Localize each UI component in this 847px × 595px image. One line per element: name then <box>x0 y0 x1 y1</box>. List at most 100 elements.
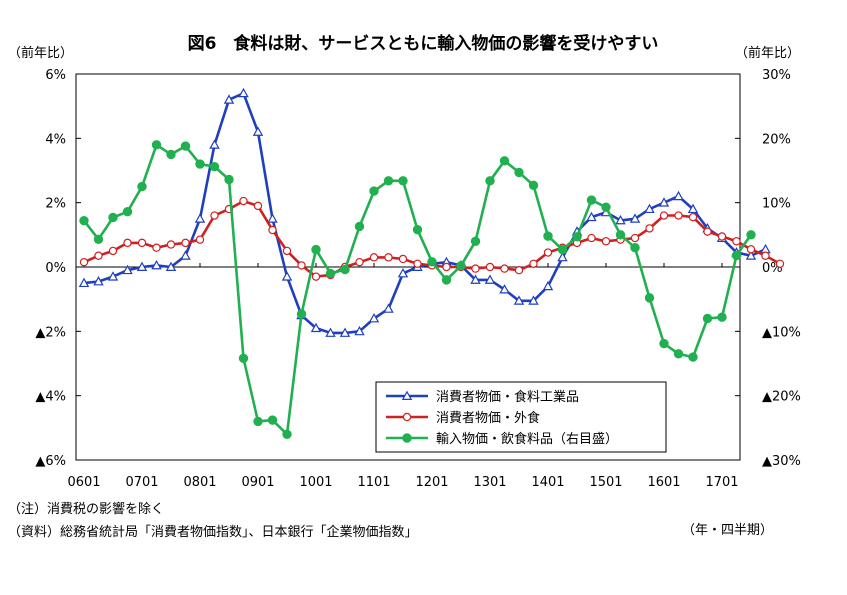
data-point-triangle <box>354 325 365 336</box>
data-point-circle <box>355 257 364 267</box>
data-point-triangle <box>629 213 641 223</box>
data-point-circle <box>181 238 190 248</box>
data-point-circle <box>137 238 147 248</box>
legend-label: 消費者物価・食料工業品 <box>436 389 579 405</box>
data-point-circle <box>471 264 480 273</box>
chart-title: 図6 食料は財、サービスともに輸入物価の影響を受けやすい <box>188 33 659 54</box>
legend-label: 消費者物価・外食 <box>436 410 540 426</box>
data-point-filled <box>180 141 191 151</box>
series-3 <box>79 140 756 439</box>
data-point-filled <box>267 415 278 425</box>
right-tick-label: 10% <box>762 197 791 212</box>
data-point-filled <box>402 433 412 443</box>
data-point-filled <box>224 174 234 185</box>
data-point-triangle <box>107 271 119 281</box>
data-point-triangle <box>223 94 235 104</box>
data-point-filled <box>615 230 626 240</box>
data-point-filled <box>282 429 292 439</box>
legend-item: 消費者物価・食料工業品 <box>386 389 579 405</box>
data-point-filled <box>456 261 466 271</box>
data-point-triangle <box>383 303 394 313</box>
data-point-triangle <box>586 211 597 222</box>
data-point-filled <box>572 232 582 242</box>
data-point-circle <box>195 235 205 244</box>
data-point-triangle <box>644 203 655 214</box>
x-tick-label: 1401 <box>531 475 564 490</box>
data-point-filled <box>543 231 553 241</box>
data-point-filled <box>673 349 684 359</box>
data-point-filled <box>644 293 655 303</box>
data-point-filled <box>209 161 220 172</box>
left-tick-label: 0% <box>45 261 66 276</box>
data-point-circle <box>761 251 770 260</box>
data-point-circle <box>775 259 785 268</box>
legend-item: 消費者物価・外食 <box>386 410 540 426</box>
data-point-filled <box>137 181 147 192</box>
x-axis-unit-label: （年・四半期） <box>682 523 773 538</box>
data-point-triangle <box>687 203 699 214</box>
x-tick-label: 1201 <box>415 475 448 490</box>
data-point-triangle <box>615 214 626 225</box>
left-tick-label: 4% <box>45 132 66 147</box>
data-point-filled <box>354 221 365 232</box>
data-point-triangle <box>658 197 670 207</box>
data-point-triangle <box>209 139 220 149</box>
data-point-filled <box>528 180 539 190</box>
x-tick-label: 0901 <box>241 475 274 490</box>
x-tick-label: 1601 <box>647 475 680 490</box>
data-point-filled <box>325 268 336 279</box>
data-point-triangle <box>368 313 380 323</box>
data-point-filled <box>702 313 713 324</box>
footnote: （注）消費税の影響を除く <box>8 501 164 517</box>
data-point-triangle <box>470 274 481 284</box>
left-tick-label: 2% <box>45 197 66 212</box>
x-axis-ticks: 0601 0701 0801 0901 1001 1101 1201 1301 1401 1501… <box>67 263 739 490</box>
data-point-circle <box>108 246 118 256</box>
data-point-filled <box>630 243 640 253</box>
right-tick-label: ▲30% <box>762 454 801 469</box>
data-point-triangle <box>194 213 206 223</box>
right-axis-label: （前年比） <box>735 45 800 61</box>
data-point-filled <box>79 215 89 226</box>
data-point-filled <box>398 176 408 186</box>
left-axis-ticks: 6% 4% 2% 0% ▲2% ▲4% ▲6% <box>35 68 81 469</box>
data-point-filled <box>195 159 205 169</box>
data-point-circle <box>543 248 553 257</box>
data-point-circle <box>369 253 379 262</box>
data-point-triangle <box>542 280 554 291</box>
data-point-circle <box>529 259 538 268</box>
legend-label: 輸入物価・飲食料品（右目盛） <box>436 431 618 447</box>
data-point-circle <box>79 257 89 267</box>
data-point-circle <box>152 243 161 252</box>
data-point-filled <box>601 202 611 212</box>
left-tick-label: ▲4% <box>35 390 66 405</box>
data-point-circle <box>311 272 321 281</box>
data-point-filled <box>746 230 756 240</box>
data-point-triangle <box>151 259 162 270</box>
right-tick-label: ▲10% <box>762 325 801 340</box>
data-point-triangle <box>122 264 133 275</box>
data-point-triangle <box>238 87 249 98</box>
data-point-circle <box>268 225 277 235</box>
right-axis-ticks: 30%20%10%0%▲10%▲20%▲30% <box>735 68 801 469</box>
data-point-filled <box>238 353 249 364</box>
data-point-circle <box>398 254 408 264</box>
data-point-filled <box>688 352 698 362</box>
data-point-filled <box>311 244 321 255</box>
data-point-filled <box>369 186 379 196</box>
data-point-filled <box>296 309 307 319</box>
data-point-filled <box>108 212 118 223</box>
data-point-filled <box>151 140 162 150</box>
data-point-filled <box>499 156 510 166</box>
left-tick-label: ▲2% <box>35 325 66 340</box>
data-point-filled <box>717 312 727 322</box>
left-tick-label: 6% <box>45 68 66 83</box>
x-tick-label: 1501 <box>589 475 622 490</box>
data-point-triangle <box>499 284 510 294</box>
data-point-circle <box>659 211 669 220</box>
left-tick-label: ▲6% <box>35 454 66 469</box>
data-point-circle <box>630 233 640 243</box>
data-point-circle <box>123 238 132 248</box>
data-point-circle <box>442 262 451 272</box>
